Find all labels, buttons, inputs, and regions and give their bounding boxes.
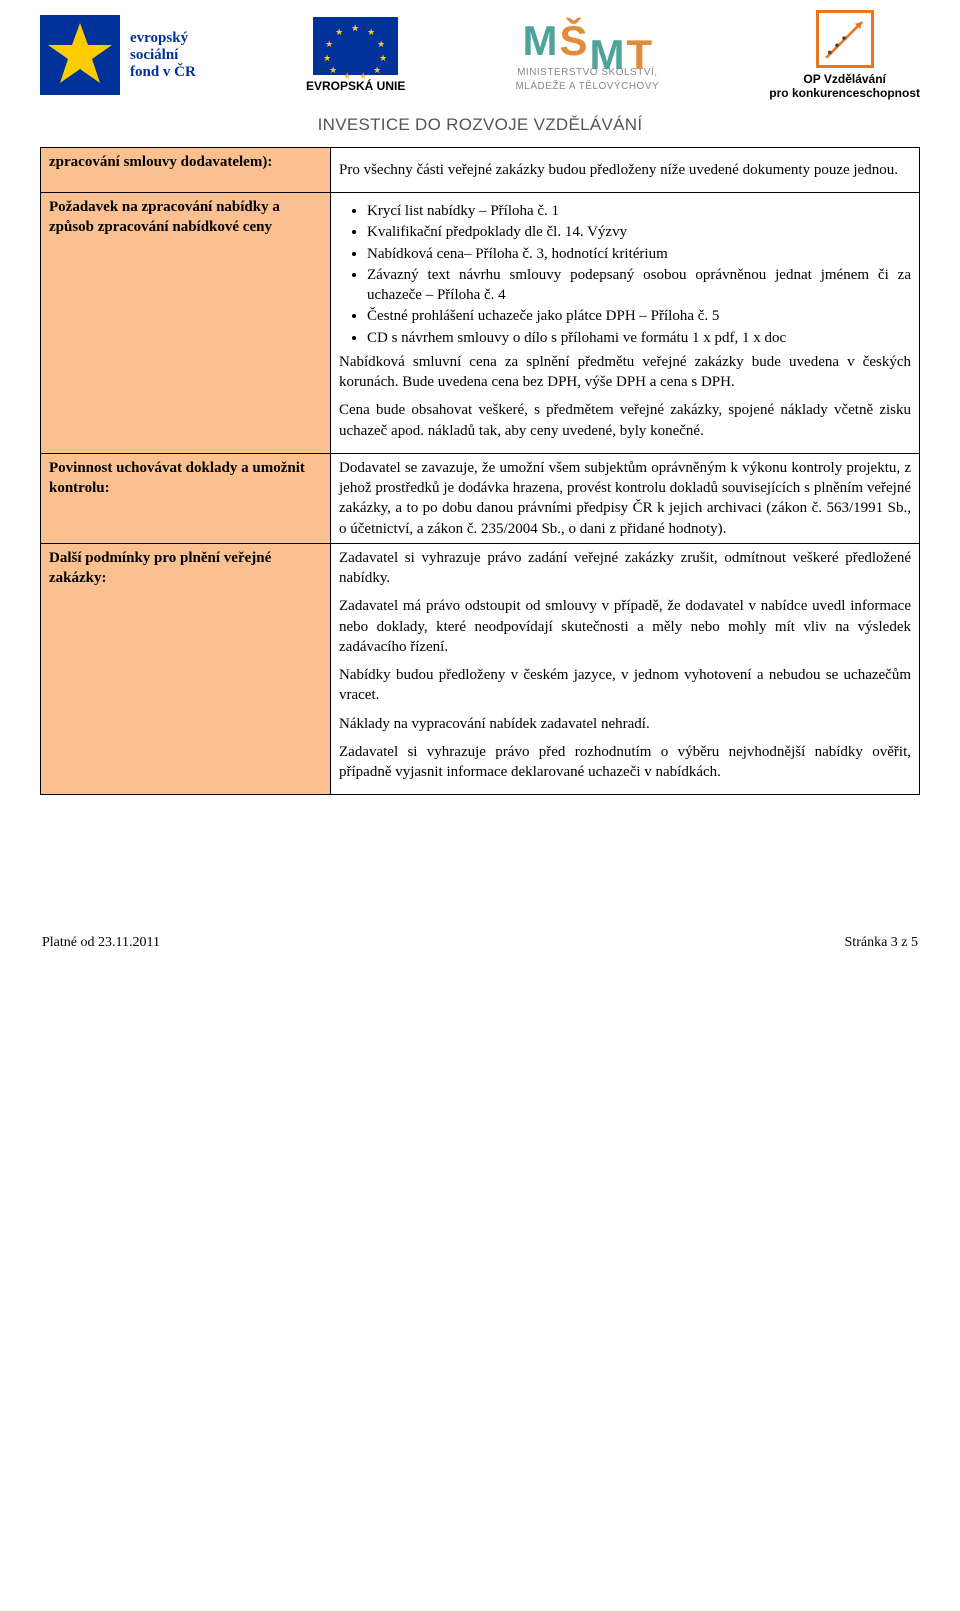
list-item: Kvalifikační předpoklady dle čl. 14. Výz… — [367, 222, 911, 242]
row-content: Dodavatel se zavazuje, že umožní všem su… — [331, 453, 920, 543]
msmt-letters-icon: M Š M T — [522, 17, 652, 65]
para: Zadavatel si vyhrazuje právo před rozhod… — [339, 742, 911, 783]
after-bullets-text: Nabídková smluvní cena za splnění předmě… — [339, 352, 911, 393]
eu-logo: ★ ★ ★ ★ ★ ★ ★ ★ ★ ★ ★ ★ EVROPSKÁ UNIE — [306, 17, 405, 93]
footer-left: Platné od 23.11.2011 — [42, 935, 160, 951]
row-content: Krycí list nabídky – Příloha č. 1 Kvalif… — [331, 193, 920, 454]
esf-text: evropský sociální fond v ČR — [130, 30, 196, 82]
main-table: zpracování smlouvy dodavatelem): Pro vše… — [40, 147, 920, 796]
footer: Platné od 23.11.2011 Stránka 3 z 5 — [40, 935, 920, 951]
para: Zadavatel má právo odstoupit od smlouvy … — [339, 596, 911, 657]
msmt-line2: MLÁDEŽE A TĚLOVÝCHOVY — [515, 81, 659, 93]
list-item: Čestné prohlášení uchazeče jako plátce D… — [367, 306, 911, 326]
header-logos: evropský sociální fond v ČR ★ ★ ★ ★ ★ ★ … — [40, 0, 920, 109]
eu-flag-icon: ★ ★ ★ ★ ★ ★ ★ ★ ★ ★ ★ ★ — [313, 17, 398, 75]
table-row: Povinnost uchovávat doklady a umožnit ko… — [41, 453, 920, 543]
intro-text: Pro všechny části veřejné zakázky budou … — [339, 160, 911, 180]
para: Zadavatel si vyhrazuje právo zadání veře… — [339, 548, 911, 589]
list-item: Závazný text návrhu smlouvy podepsaný os… — [367, 265, 911, 306]
table-row: Další podmínky pro plnění veřejné zakázk… — [41, 543, 920, 795]
table-row: Požadavek na zpracování nabídky a způsob… — [41, 193, 920, 454]
footer-right: Stránka 3 z 5 — [845, 935, 918, 951]
row-label: Požadavek na zpracování nabídky a způsob… — [41, 193, 331, 454]
op-line2: pro konkurenceschopnost — [769, 86, 920, 100]
op-logo: OP Vzdělávání pro konkurenceschopnost — [769, 10, 920, 101]
op-line1: OP Vzdělávání — [803, 72, 885, 86]
extra-text: Cena bude obsahovat veškeré, s předmětem… — [339, 400, 911, 441]
row-content: Pro všechny části veřejné zakázky budou … — [331, 147, 920, 192]
eu-label: EVROPSKÁ UNIE — [306, 79, 405, 93]
esf-line: fond v ČR — [130, 64, 196, 81]
esf-line: evropský — [130, 30, 196, 47]
msmt-logo: M Š M T MINISTERSTVO ŠKOLSTVÍ, MLÁDEŽE A… — [515, 17, 659, 93]
para: Nabídky budou předloženy v českém jazyce… — [339, 665, 911, 706]
esf-line: sociální — [130, 47, 196, 64]
row-label: Další podmínky pro plnění veřejné zakázk… — [41, 543, 331, 795]
esf-star-icon — [40, 15, 120, 95]
row-content: Zadavatel si vyhrazuje právo zadání veře… — [331, 543, 920, 795]
row-label: Povinnost uchovávat doklady a umožnit ko… — [41, 453, 331, 543]
esf-logo: evropský sociální fond v ČR — [40, 15, 196, 95]
table-row: zpracování smlouvy dodavatelem): Pro vše… — [41, 147, 920, 192]
tagline: INVESTICE DO ROZVOJE VZDĚLÁVÁNÍ — [40, 115, 920, 135]
bullet-list: Krycí list nabídky – Příloha č. 1 Kvalif… — [367, 201, 911, 348]
op-square-icon — [816, 10, 874, 68]
row-label: zpracování smlouvy dodavatelem): — [41, 147, 331, 192]
list-item: Nabídková cena– Příloha č. 3, hodnotící … — [367, 244, 911, 264]
list-item: CD s návrhem smlouvy o dílo s přílohami … — [367, 328, 911, 348]
list-item: Krycí list nabídky – Příloha č. 1 — [367, 201, 911, 221]
para: Náklady na vypracování nabídek zadavatel… — [339, 714, 911, 734]
